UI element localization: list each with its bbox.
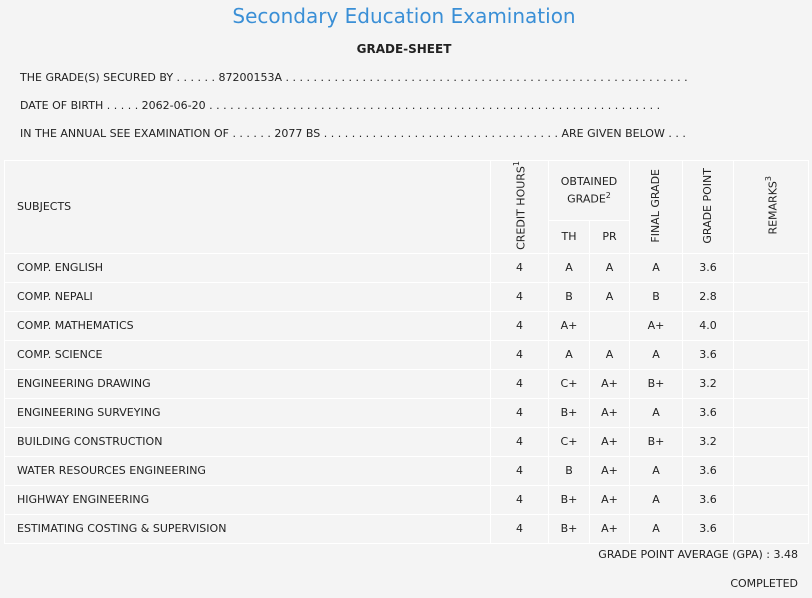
subject-cell: HIGHWAY ENGINEERING xyxy=(4,484,491,515)
practical-grade-cell: A+ xyxy=(589,513,630,544)
th-header: TH xyxy=(548,219,590,254)
obtained-grade-header: OBTAINED GRADE2 xyxy=(548,160,630,221)
practical-grade-cell: A xyxy=(589,281,630,312)
practical-grade-cell: A+ xyxy=(589,397,630,428)
table-row: COMP. ENGLISH 4 A A A 3.6 xyxy=(4,252,809,283)
table-row: ENGINEERING DRAWING 4 C+ A+ B+ 3.2 xyxy=(4,368,809,399)
practical-grade-cell: A+ xyxy=(589,368,630,399)
remarks-cell xyxy=(733,281,809,312)
final-grade-cell: A+ xyxy=(629,310,683,341)
subject-cell: ENGINEERING DRAWING xyxy=(4,368,491,399)
remarks-header: REMARKS3 xyxy=(733,160,809,254)
grade-point-cell: 3.6 xyxy=(682,513,734,544)
final-grade-cell: A xyxy=(629,339,683,370)
final-grade-cell: A xyxy=(629,252,683,283)
date-of-birth-line: DATE OF BIRTH . . . . . 2062-06-20 . . .… xyxy=(20,99,661,112)
credit-hours-cell: 4 xyxy=(490,252,549,283)
remarks-cell xyxy=(733,455,809,486)
gpa-summary: GRADE POINT AVERAGE (GPA) : 3.48 xyxy=(598,548,798,561)
subject-cell: COMP. MATHEMATICS xyxy=(4,310,491,341)
theory-grade-cell: A xyxy=(548,252,590,283)
table-row: ESTIMATING COSTING & SUPERVISION 4 B+ A+ A 3.… xyxy=(4,513,809,544)
subject-cell: WATER RESOURCES ENGINEERING xyxy=(4,455,491,486)
final-grade-cell: A xyxy=(629,484,683,515)
credit-hours-cell: 4 xyxy=(490,339,549,370)
grade-point-cell: 3.2 xyxy=(682,426,734,457)
table-row: COMP. SCIENCE 4 A A A 3.6 xyxy=(4,339,809,370)
theory-grade-cell: C+ xyxy=(548,426,590,457)
exam-line: IN THE ANNUAL SEE EXAMINATION OF . . . .… xyxy=(20,127,686,140)
completion-status: COMPLETED xyxy=(730,577,798,590)
subject-cell: COMP. ENGLISH xyxy=(4,252,491,283)
final-grade-cell: B+ xyxy=(629,426,683,457)
secured-by-line: THE GRADE(S) SECURED BY . . . . . . 8720… xyxy=(20,71,688,84)
grade-point-cell: 4.0 xyxy=(682,310,734,341)
practical-grade-cell: A+ xyxy=(589,455,630,486)
grade-point-cell: 3.2 xyxy=(682,368,734,399)
practical-grade-cell: A xyxy=(589,252,630,283)
table-row: COMP. MATHEMATICS 4 A+ A+ 4.0 xyxy=(4,310,809,341)
subject-cell: COMP. NEPALI xyxy=(4,281,491,312)
remarks-cell xyxy=(733,397,809,428)
theory-grade-cell: B+ xyxy=(548,513,590,544)
final-grade-header: FINAL GRADE xyxy=(629,160,683,254)
theory-grade-cell: B xyxy=(548,281,590,312)
grade-point-cell: 2.8 xyxy=(682,281,734,312)
credit-hours-cell: 4 xyxy=(490,368,549,399)
remarks-cell xyxy=(733,368,809,399)
subject-cell: BUILDING CONSTRUCTION xyxy=(4,426,491,457)
credit-hours-cell: 4 xyxy=(490,397,549,428)
subject-cell: ENGINEERING SURVEYING xyxy=(4,397,491,428)
table-row: COMP. NEPALI 4 B A B 2.8 xyxy=(4,281,809,312)
table-row: HIGHWAY ENGINEERING 4 B+ A+ A 3.6 xyxy=(4,484,809,515)
grade-point-cell: 3.6 xyxy=(682,339,734,370)
practical-grade-cell: A+ xyxy=(589,426,630,457)
theory-grade-cell: B+ xyxy=(548,397,590,428)
credit-hours-header: CREDIT HOURS1 xyxy=(490,160,549,254)
grade-point-cell: 3.6 xyxy=(682,455,734,486)
grade-point-cell: 3.6 xyxy=(682,484,734,515)
final-grade-cell: A xyxy=(629,455,683,486)
pr-header: PR xyxy=(589,219,630,254)
subject-cell: COMP. SCIENCE xyxy=(4,339,491,370)
page-title: Secondary Education Examination xyxy=(232,4,576,28)
subjects-header: SUBJECTS xyxy=(4,160,491,254)
remarks-cell xyxy=(733,310,809,341)
theory-grade-cell: A xyxy=(548,339,590,370)
final-grade-cell: A xyxy=(629,397,683,428)
theory-grade-cell: C+ xyxy=(548,368,590,399)
table-row: ENGINEERING SURVEYING 4 B+ A+ A 3.6 xyxy=(4,397,809,428)
practical-grade-cell: A+ xyxy=(589,484,630,515)
theory-grade-cell: B+ xyxy=(548,484,590,515)
grade-point-header: GRADE POINT xyxy=(682,160,734,254)
practical-grade-cell: A xyxy=(589,339,630,370)
remarks-cell xyxy=(733,513,809,544)
practical-grade-cell xyxy=(589,310,630,341)
theory-grade-cell: A+ xyxy=(548,310,590,341)
theory-grade-cell: B xyxy=(548,455,590,486)
credit-hours-cell: 4 xyxy=(490,455,549,486)
remarks-cell xyxy=(733,339,809,370)
remarks-cell xyxy=(733,484,809,515)
credit-hours-cell: 4 xyxy=(490,281,549,312)
grade-point-cell: 3.6 xyxy=(682,397,734,428)
final-grade-cell: B xyxy=(629,281,683,312)
credit-hours-cell: 4 xyxy=(490,310,549,341)
credit-hours-cell: 4 xyxy=(490,426,549,457)
subject-cell: ESTIMATING COSTING & SUPERVISION xyxy=(4,513,491,544)
final-grade-cell: B+ xyxy=(629,368,683,399)
remarks-cell xyxy=(733,252,809,283)
final-grade-cell: A xyxy=(629,513,683,544)
credit-hours-cell: 4 xyxy=(490,484,549,515)
grade-table: SUBJECTS CREDIT HOURS1 OBTAINED GRADE2 F… xyxy=(4,160,809,544)
grade-point-cell: 3.6 xyxy=(682,252,734,283)
grade-sheet-title: GRADE-SHEET xyxy=(356,42,452,56)
table-row: BUILDING CONSTRUCTION 4 C+ A+ B+ 3.2 xyxy=(4,426,809,457)
credit-hours-cell: 4 xyxy=(490,513,549,544)
table-row: WATER RESOURCES ENGINEERING 4 B A+ A 3.6 xyxy=(4,455,809,486)
remarks-cell xyxy=(733,426,809,457)
